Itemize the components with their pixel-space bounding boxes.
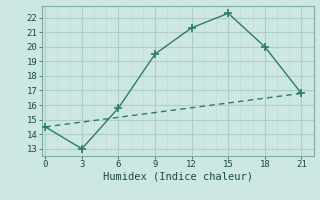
X-axis label: Humidex (Indice chaleur): Humidex (Indice chaleur) bbox=[103, 172, 252, 182]
